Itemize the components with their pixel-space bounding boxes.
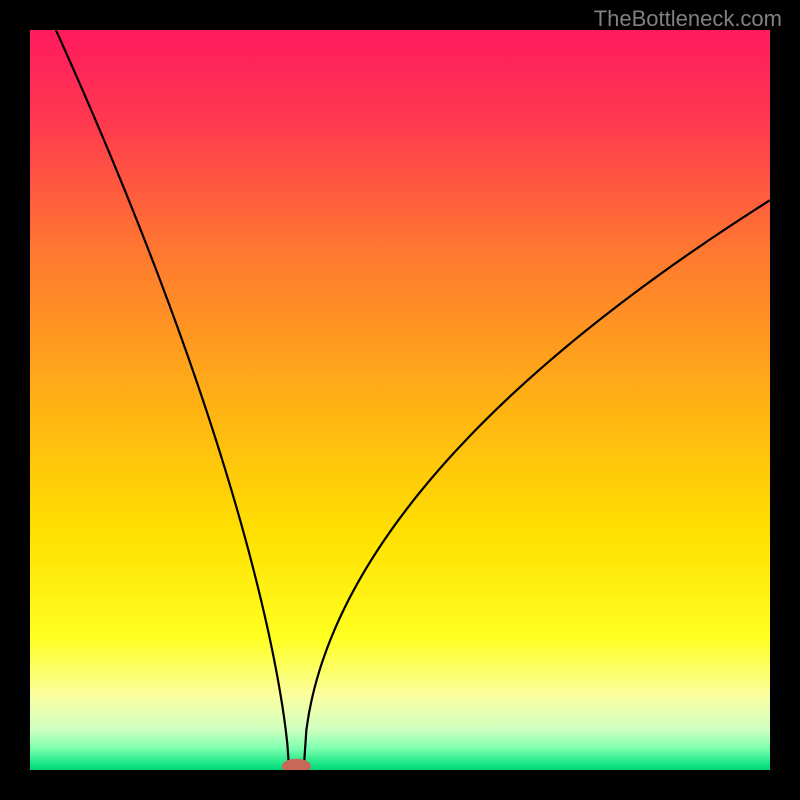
watermark-text: TheBottleneck.com [594,6,782,32]
plot-area [30,30,770,770]
chart-background [30,30,770,770]
chart-container: TheBottleneck.com [0,0,800,800]
bottleneck-curve-chart [30,30,770,770]
optimal-point-marker [282,759,310,770]
